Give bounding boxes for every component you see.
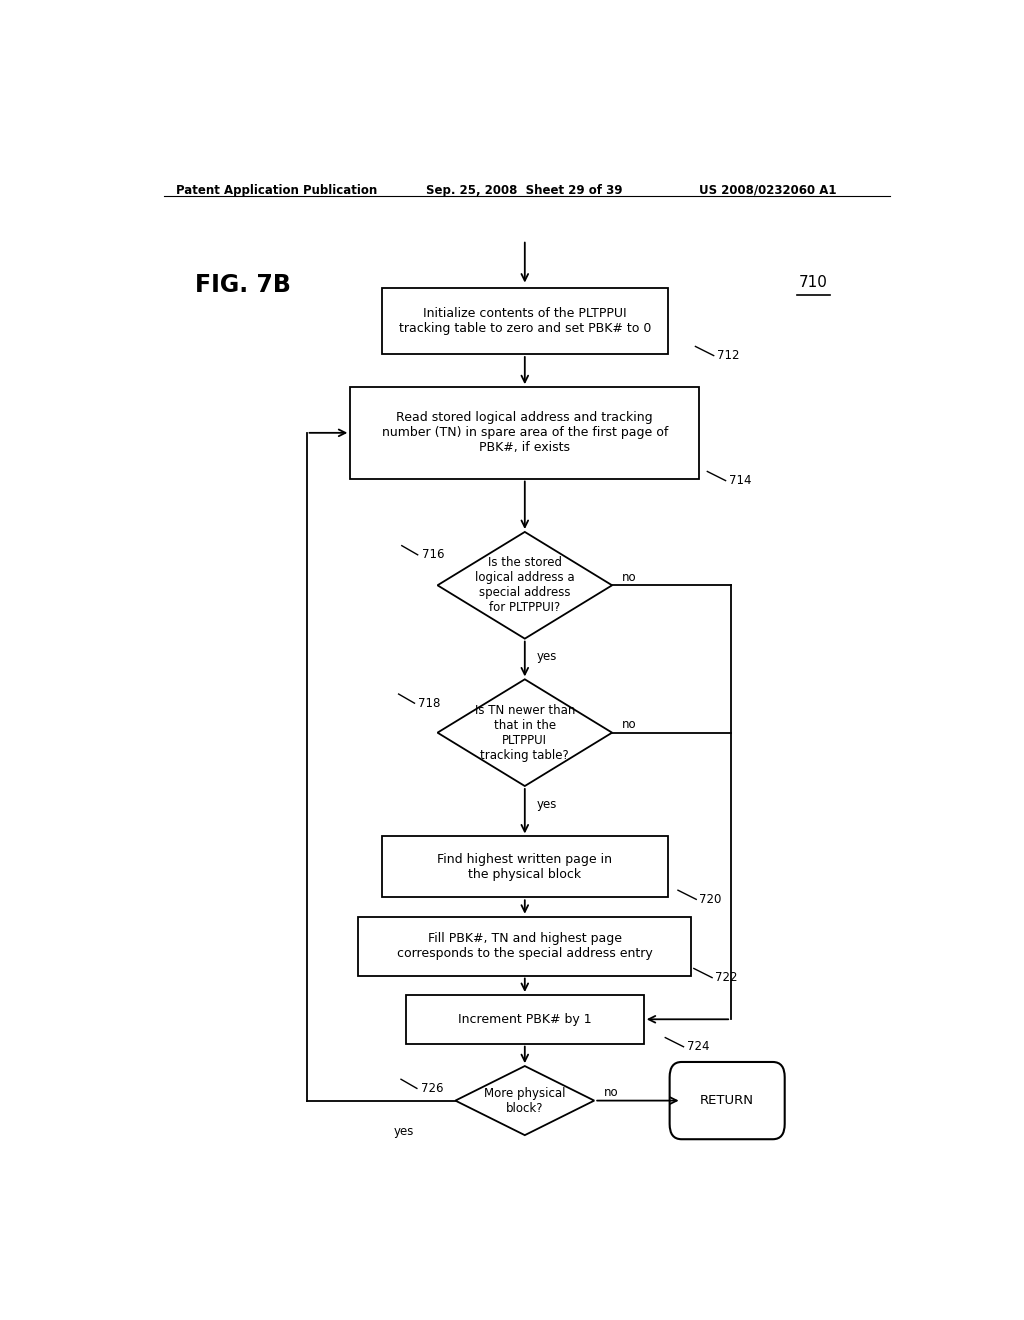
Text: 724: 724 — [687, 1040, 710, 1053]
Text: no: no — [604, 1086, 618, 1100]
Text: 712: 712 — [717, 348, 739, 362]
Text: 710: 710 — [799, 275, 827, 290]
Text: Is the stored
logical address a
special address
for PLTPPUI?: Is the stored logical address a special … — [475, 556, 574, 614]
Text: US 2008/0232060 A1: US 2008/0232060 A1 — [699, 183, 837, 197]
Text: yes: yes — [537, 797, 557, 810]
Text: RETURN: RETURN — [700, 1094, 754, 1107]
Text: 726: 726 — [421, 1082, 443, 1094]
Text: 714: 714 — [729, 474, 752, 487]
Text: Increment PBK# by 1: Increment PBK# by 1 — [458, 1012, 592, 1026]
FancyBboxPatch shape — [406, 995, 644, 1044]
Text: Initialize contents of the PLTPPUI
tracking table to zero and set PBK# to 0: Initialize contents of the PLTPPUI track… — [398, 308, 651, 335]
FancyBboxPatch shape — [358, 916, 691, 975]
Polygon shape — [437, 680, 612, 785]
Text: Read stored logical address and tracking
number (TN) in spare area of the first : Read stored logical address and tracking… — [382, 412, 668, 454]
Text: Is TN newer than
that in the
PLTPPUI
tracking table?: Is TN newer than that in the PLTPPUI tra… — [474, 704, 575, 762]
FancyBboxPatch shape — [670, 1063, 784, 1139]
Text: Patent Application Publication: Patent Application Publication — [176, 183, 377, 197]
FancyBboxPatch shape — [382, 288, 668, 354]
Text: no: no — [622, 718, 636, 731]
Polygon shape — [456, 1067, 594, 1135]
Text: yes: yes — [393, 1125, 414, 1138]
Text: Fill PBK#, TN and highest page
corresponds to the special address entry: Fill PBK#, TN and highest page correspon… — [397, 932, 652, 960]
Text: Find highest written page in
the physical block: Find highest written page in the physica… — [437, 853, 612, 880]
FancyBboxPatch shape — [382, 837, 668, 898]
Text: FIG. 7B: FIG. 7B — [196, 273, 291, 297]
Text: yes: yes — [537, 651, 557, 664]
Text: 718: 718 — [419, 697, 441, 710]
FancyBboxPatch shape — [350, 387, 699, 479]
Text: Sep. 25, 2008  Sheet 29 of 39: Sep. 25, 2008 Sheet 29 of 39 — [426, 183, 623, 197]
Polygon shape — [437, 532, 612, 639]
Text: no: no — [622, 570, 636, 583]
Text: 722: 722 — [715, 972, 737, 985]
Text: More physical
block?: More physical block? — [484, 1086, 565, 1114]
Text: 720: 720 — [699, 892, 722, 906]
Text: 716: 716 — [422, 548, 444, 561]
